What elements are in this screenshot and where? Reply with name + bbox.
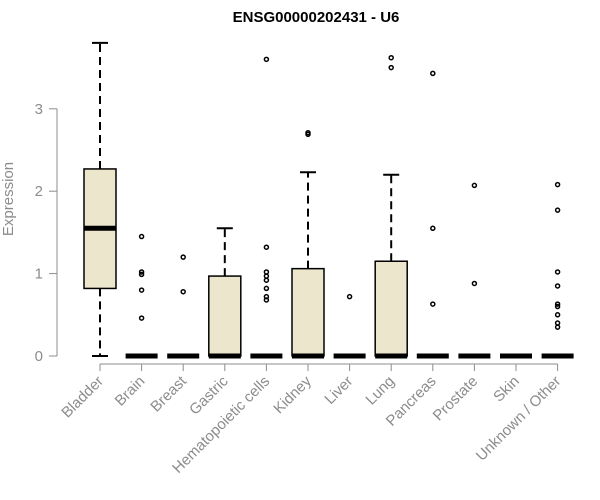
x-tick-label: Lung	[362, 373, 398, 409]
outlier-point	[554, 301, 561, 307]
outlier-point	[471, 182, 478, 189]
outlier-point	[554, 207, 561, 213]
outlier-point	[430, 301, 436, 307]
outlier-point	[471, 280, 478, 287]
outlier-point	[346, 293, 353, 300]
y-axis: 0 1 2 3	[35, 101, 58, 365]
outlier-point	[388, 54, 394, 61]
x-tick-label: Breast	[147, 372, 190, 415]
box-2	[125, 233, 158, 359]
outlier-point	[554, 312, 561, 318]
outlier-point	[180, 288, 186, 295]
box-4	[208, 227, 242, 359]
outlier-point	[180, 254, 186, 260]
outlier-point	[138, 233, 145, 240]
outlier-point	[554, 181, 561, 188]
y-axis-label: Expression	[0, 162, 17, 236]
outlier-point	[554, 269, 561, 275]
box-9	[416, 70, 449, 359]
outlier-point	[554, 324, 561, 330]
outlier-point	[554, 303, 561, 310]
outlier-point	[554, 283, 561, 289]
outlier-point	[263, 56, 270, 63]
outlier-point	[305, 131, 311, 138]
x-tick-label: Skin	[490, 373, 523, 406]
outlier-point	[138, 287, 145, 293]
x-tick-label: Kidney	[270, 372, 315, 417]
box-series	[83, 41, 574, 359]
box-7	[333, 293, 366, 359]
box-body	[374, 260, 408, 357]
box-8	[374, 54, 408, 359]
chart-title: ENSG00000202431 - U6	[233, 9, 400, 26]
x-tick-label: Bladder	[58, 373, 107, 422]
box-6	[291, 129, 325, 359]
x-tick-label: Brain	[112, 373, 149, 410]
box-1	[83, 41, 117, 357]
y-tick-label: 1	[35, 266, 43, 283]
y-tick-label: 2	[35, 183, 43, 200]
outlier-point	[263, 244, 270, 250]
box-10	[458, 182, 491, 359]
outlier-point	[388, 64, 394, 71]
box-5	[250, 56, 283, 359]
box-12	[541, 181, 574, 359]
outlier-point	[138, 271, 145, 278]
outlier-point	[430, 225, 436, 232]
box-3	[167, 254, 200, 359]
x-tick-label: Prostate	[430, 373, 482, 425]
outlier-point	[138, 269, 145, 275]
outlier-point	[263, 277, 270, 283]
outlier-point	[430, 70, 436, 77]
outlier-point	[263, 285, 270, 292]
box-body	[291, 267, 325, 357]
y-tick-label: 3	[35, 101, 43, 118]
outlier-point	[138, 315, 145, 321]
x-tick-label: Liver	[321, 373, 356, 408]
box-body	[208, 275, 242, 357]
outlier-point	[263, 297, 270, 303]
y-tick-label: 0	[35, 348, 43, 365]
